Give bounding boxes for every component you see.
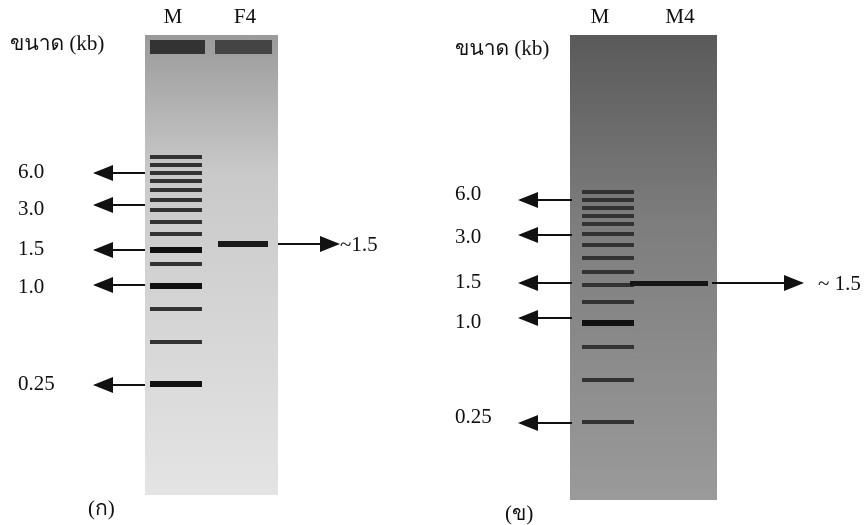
ladder-band: [582, 232, 634, 236]
ladder-band: [582, 256, 634, 260]
marker-label: 1.0: [18, 274, 44, 298]
marker-label: 6.0: [455, 181, 481, 205]
ladder-band: [582, 214, 634, 218]
ladder-band: [150, 188, 202, 192]
ladder-band: [150, 307, 202, 311]
marker-label: 1.5: [18, 236, 44, 260]
panel-label: (ก): [88, 496, 115, 520]
ladder-band: [150, 283, 202, 289]
band: [218, 241, 268, 247]
ladder-band: [150, 179, 202, 183]
ladder-band: [150, 208, 202, 212]
ladder-band: [582, 283, 634, 287]
marker-label: 0.25: [455, 404, 492, 428]
gel: [570, 35, 717, 500]
band: [630, 281, 708, 286]
ladder-band: [150, 163, 202, 167]
ladder-band: [582, 222, 634, 226]
ladder-band: [150, 262, 202, 266]
ladder-band: [150, 381, 202, 387]
ladder-band: [582, 270, 634, 274]
figure: M F4 ขนาด (kb) 6.0 3.0 1.5 1.0 0.25 ~1.5…: [0, 0, 867, 525]
ladder-band: [582, 190, 634, 194]
ladder-band: [582, 345, 634, 349]
ladder-band: [582, 300, 634, 304]
band-label: ~1.5: [340, 232, 378, 256]
marker-label: 6.0: [18, 159, 44, 183]
marker-label: 1.0: [455, 309, 481, 333]
ladder-band: [582, 206, 634, 210]
panel-label: (ข): [505, 501, 533, 525]
ladder-band: [150, 232, 202, 236]
ladder-band: [582, 320, 634, 326]
ladder-band: [150, 340, 202, 344]
ladder-band: [150, 247, 202, 253]
ladder-band: [582, 243, 634, 247]
marker-label: 3.0: [455, 224, 481, 248]
band-label: ~ 1.5: [818, 271, 861, 295]
well: [150, 40, 205, 54]
marker-label: 1.5: [455, 269, 481, 293]
marker-label: 3.0: [18, 196, 44, 220]
ladder-band: [150, 155, 202, 159]
lane-label: M: [591, 4, 610, 28]
ladder-band: [582, 420, 634, 424]
ladder-band: [150, 171, 202, 175]
ladder-band: [150, 220, 202, 224]
ladder-band: [582, 198, 634, 202]
lane-label: M4: [665, 4, 695, 28]
well: [215, 40, 272, 54]
lane-label: M: [164, 4, 183, 28]
ladder-band: [582, 378, 634, 382]
ladder-band: [150, 198, 202, 202]
marker-label: 0.25: [18, 371, 55, 395]
size-label: ขนาด (kb): [455, 36, 549, 60]
lane-label: F4: [234, 4, 257, 28]
size-label: ขนาด (kb): [10, 31, 104, 55]
